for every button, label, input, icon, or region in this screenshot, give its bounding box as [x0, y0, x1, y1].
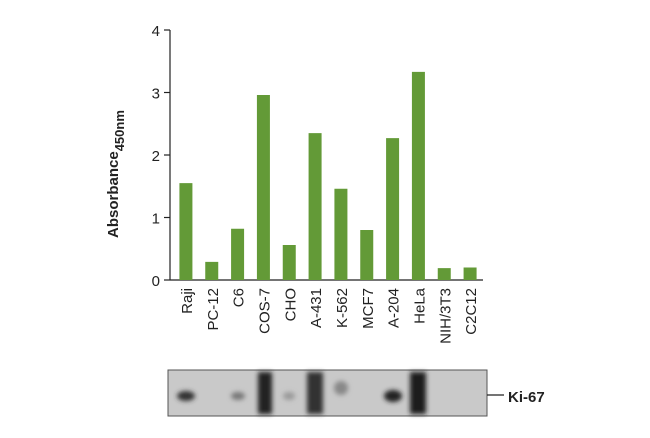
x-tick-label: C2C12 [463, 288, 480, 335]
bar [205, 261, 219, 280]
y-axis-label: Absorbance450nm [105, 110, 127, 238]
bar [411, 71, 425, 280]
western-blot: Ki-67 [167, 369, 545, 417]
x-tick-label: PC-12 [205, 288, 222, 331]
x-tick-label: A-204 [386, 288, 403, 328]
y-axis-label-text: Absorbance [105, 151, 122, 238]
bar [334, 188, 348, 280]
bar [360, 230, 374, 280]
x-tick-label: A-431 [308, 288, 325, 328]
bar [463, 267, 477, 280]
bar [256, 95, 270, 280]
y-tick-label: 0 [152, 273, 160, 290]
blot-label: Ki-67 [508, 389, 545, 406]
y-tick-label: 2 [152, 148, 160, 165]
blot-background [167, 369, 488, 417]
x-tick-label: MCF7 [360, 288, 377, 329]
x-tick-label: K-562 [334, 288, 351, 328]
x-tick-label: Raji [179, 288, 196, 314]
x-tick-label: COS-7 [256, 288, 273, 334]
x-tick-label: NIH/3T3 [437, 288, 454, 344]
bar [386, 138, 400, 280]
y-tick-label: 1 [152, 211, 160, 228]
bar [308, 133, 322, 280]
blot-bands [177, 372, 426, 414]
bar [231, 228, 245, 280]
y-tick-label: 4 [152, 23, 160, 40]
bar [282, 245, 296, 280]
x-tick-label: CHO [282, 288, 299, 321]
y-tick-label: 3 [152, 86, 160, 103]
x-tick-label: C6 [231, 288, 248, 307]
bar [437, 268, 451, 280]
x-tick-label: HeLa [411, 287, 428, 324]
y-axis-label-subscript: 450nm [112, 110, 127, 151]
bar [179, 183, 193, 280]
